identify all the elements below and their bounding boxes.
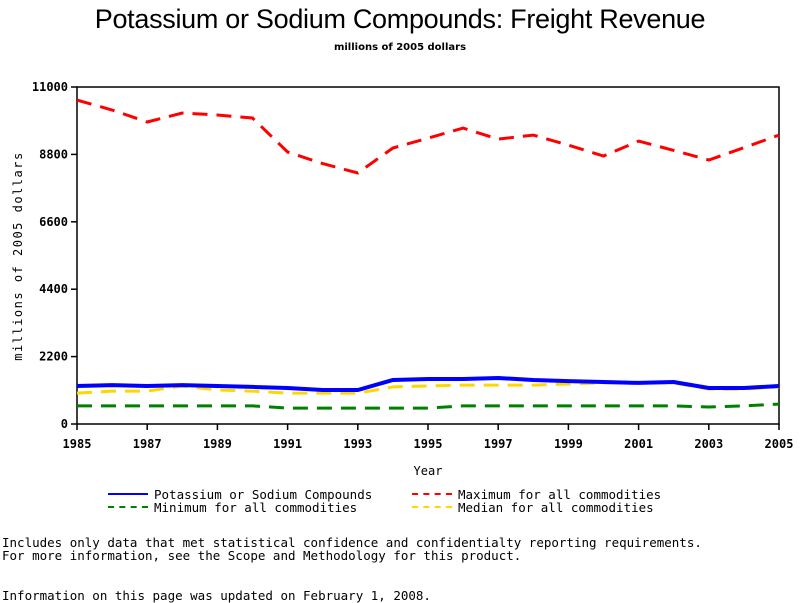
x-tick-label: 1997 [484,437,513,451]
legend-item: Minimum for all commodities [108,500,357,514]
y-tick-label: 11000 [32,80,68,94]
y-tick-label: 0 [61,417,68,431]
plot-frame [77,87,779,424]
x-tick-label: 1991 [273,437,302,451]
y-axis-title: millions of 2005 dollars [11,151,25,360]
x-tick-label: 1995 [414,437,443,451]
footnote-line: For more information, see the Scope and … [2,549,702,562]
x-tick-label: 2005 [765,437,794,451]
legend-swatch-dashed [412,493,452,495]
series-line-maximum-for-all-commodities [77,100,779,173]
x-tick-label: 2001 [624,437,653,451]
x-tick-label: 1985 [63,437,92,451]
y-axis: 0 2200 4400 6600 8800 11000 [32,80,77,431]
legend-swatch-dashed [108,506,148,508]
legend-label: Median for all commodities [458,500,654,515]
y-tick-label: 2200 [39,350,68,364]
legend-swatch-solid [108,493,148,495]
series-line-potassium-or-sodium-compounds [77,378,779,390]
updated-note: Information on this page was updated on … [2,588,431,603]
footnotes: Includes only data that met statistical … [2,536,702,562]
x-tick-label: 1987 [133,437,162,451]
x-tick-label: 2003 [694,437,723,451]
x-axis: 1985 1987 1989 1991 1993 1995 1997 1999 2001 2003… [63,424,794,451]
x-tick-label: 1999 [554,437,583,451]
y-tick-label: 6600 [39,215,68,229]
legend-swatch-dashed [412,506,452,508]
legend-item: Median for all commodities [412,500,654,514]
y-tick-label: 8800 [39,147,68,161]
x-tick-label: 1989 [203,437,232,451]
series-layer [77,100,779,408]
series-line-minimum-for-all-commodities [77,404,779,408]
legend-label: Minimum for all commodities [154,500,357,515]
x-axis-title: Year [414,464,443,478]
x-tick-label: 1993 [343,437,372,451]
y-tick-label: 4400 [39,282,68,296]
